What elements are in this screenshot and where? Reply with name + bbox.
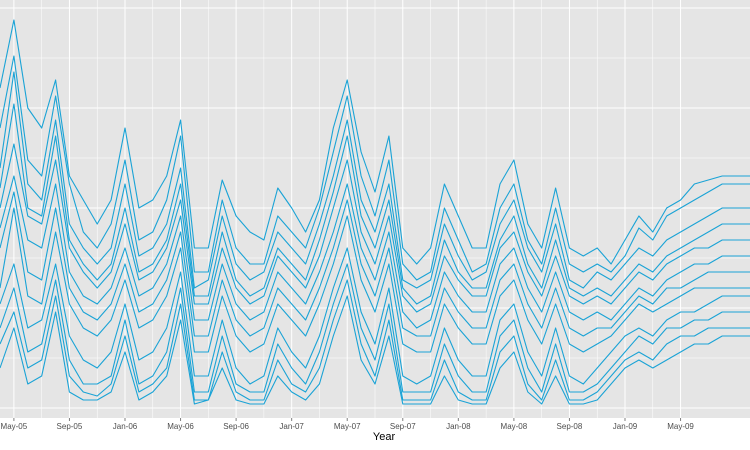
x-tick-label: Jan-08 xyxy=(446,422,471,431)
series-line-8 xyxy=(0,207,750,353)
series-line-9 xyxy=(0,247,750,385)
x-tick-label: Jan-09 xyxy=(613,422,638,431)
series-line-5 xyxy=(0,143,750,313)
x-tick-label: Jan-07 xyxy=(279,422,304,431)
series-line-1 xyxy=(0,19,750,265)
x-tick-label: Jan-06 xyxy=(113,422,138,431)
series-line-6 xyxy=(0,175,750,329)
series-line-12 xyxy=(0,295,750,405)
x-axis-title: Year xyxy=(373,431,396,443)
series-line-11 xyxy=(0,279,750,401)
x-tick-label: Sep-06 xyxy=(223,422,249,431)
series-line-2 xyxy=(0,55,750,281)
x-tick-label: May-08 xyxy=(501,422,528,431)
series-line-3 xyxy=(0,71,750,289)
series-line-10 xyxy=(0,263,750,393)
x-tick-label: May-09 xyxy=(667,422,694,431)
x-tick-label: May-07 xyxy=(334,422,361,431)
x-tick-label: May-06 xyxy=(167,422,194,431)
x-tick-label: Sep-07 xyxy=(390,422,416,431)
x-axis-ticks: May-05 Sep-05 Jan-06 May-06 Sep-06 Jan-07 May-… xyxy=(1,418,694,431)
series-line-7 xyxy=(0,191,750,337)
series-lines xyxy=(0,19,750,405)
x-tick-label: May-05 xyxy=(1,422,28,431)
x-tick-label: Sep-08 xyxy=(557,422,583,431)
x-tick-label: Sep-05 xyxy=(57,422,83,431)
series-line-4 xyxy=(0,103,750,305)
